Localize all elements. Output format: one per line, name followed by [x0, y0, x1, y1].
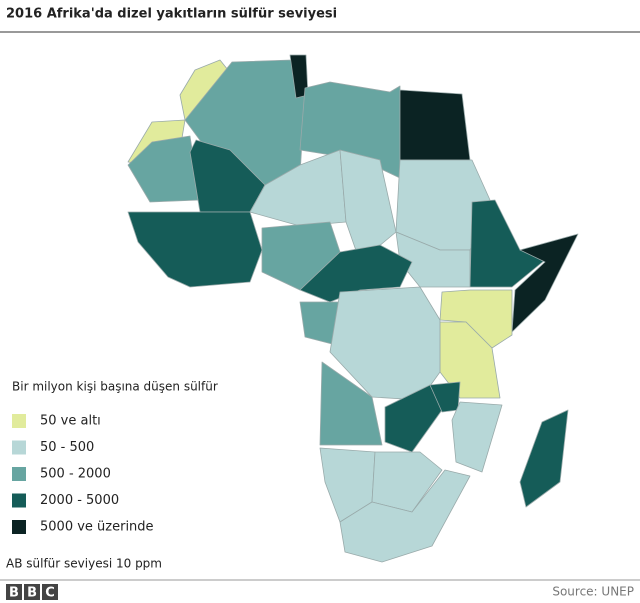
- country: [399, 89, 471, 161]
- legend-swatch: [12, 520, 26, 534]
- legend-label: 50 ve altı: [40, 414, 101, 429]
- legend-swatch: [12, 493, 26, 508]
- legend-label: 500 - 2000: [40, 467, 111, 482]
- source: Source: UNEP: [552, 585, 634, 599]
- country: [127, 211, 263, 288]
- legend-swatch: [12, 440, 26, 455]
- title: 2016 Afrika'da dizel yakıtların sülfür s…: [6, 7, 337, 22]
- country: [384, 384, 443, 453]
- legend-swatch: [12, 467, 26, 481]
- country: [511, 233, 579, 333]
- logo-box: [42, 584, 58, 600]
- country: [451, 401, 503, 473]
- legend-swatch: [12, 414, 26, 428]
- logo: BBC: [6, 584, 63, 601]
- legend-label: 50 - 500: [40, 440, 94, 455]
- country: [299, 244, 413, 303]
- legend-title: Bir milyon kişi başına düşen sülfür: [12, 380, 218, 394]
- country: [519, 409, 569, 508]
- country: [371, 451, 443, 513]
- country: [319, 361, 383, 446]
- legend-label: 5000 ve üzerinde: [40, 520, 154, 535]
- legend: 50 ve altı 50 - 500 500 - 2000 2000 - 5000 5…: [12, 414, 154, 535]
- africa-map: [127, 54, 579, 563]
- logo-box: [6, 584, 22, 600]
- note: AB sülfür seviyesi 10 ppm: [6, 557, 162, 571]
- logo-box: [24, 584, 40, 600]
- logo-text: BBC: [9, 586, 63, 601]
- country: [339, 469, 471, 563]
- legend-label: 2000 - 5000: [40, 493, 119, 508]
